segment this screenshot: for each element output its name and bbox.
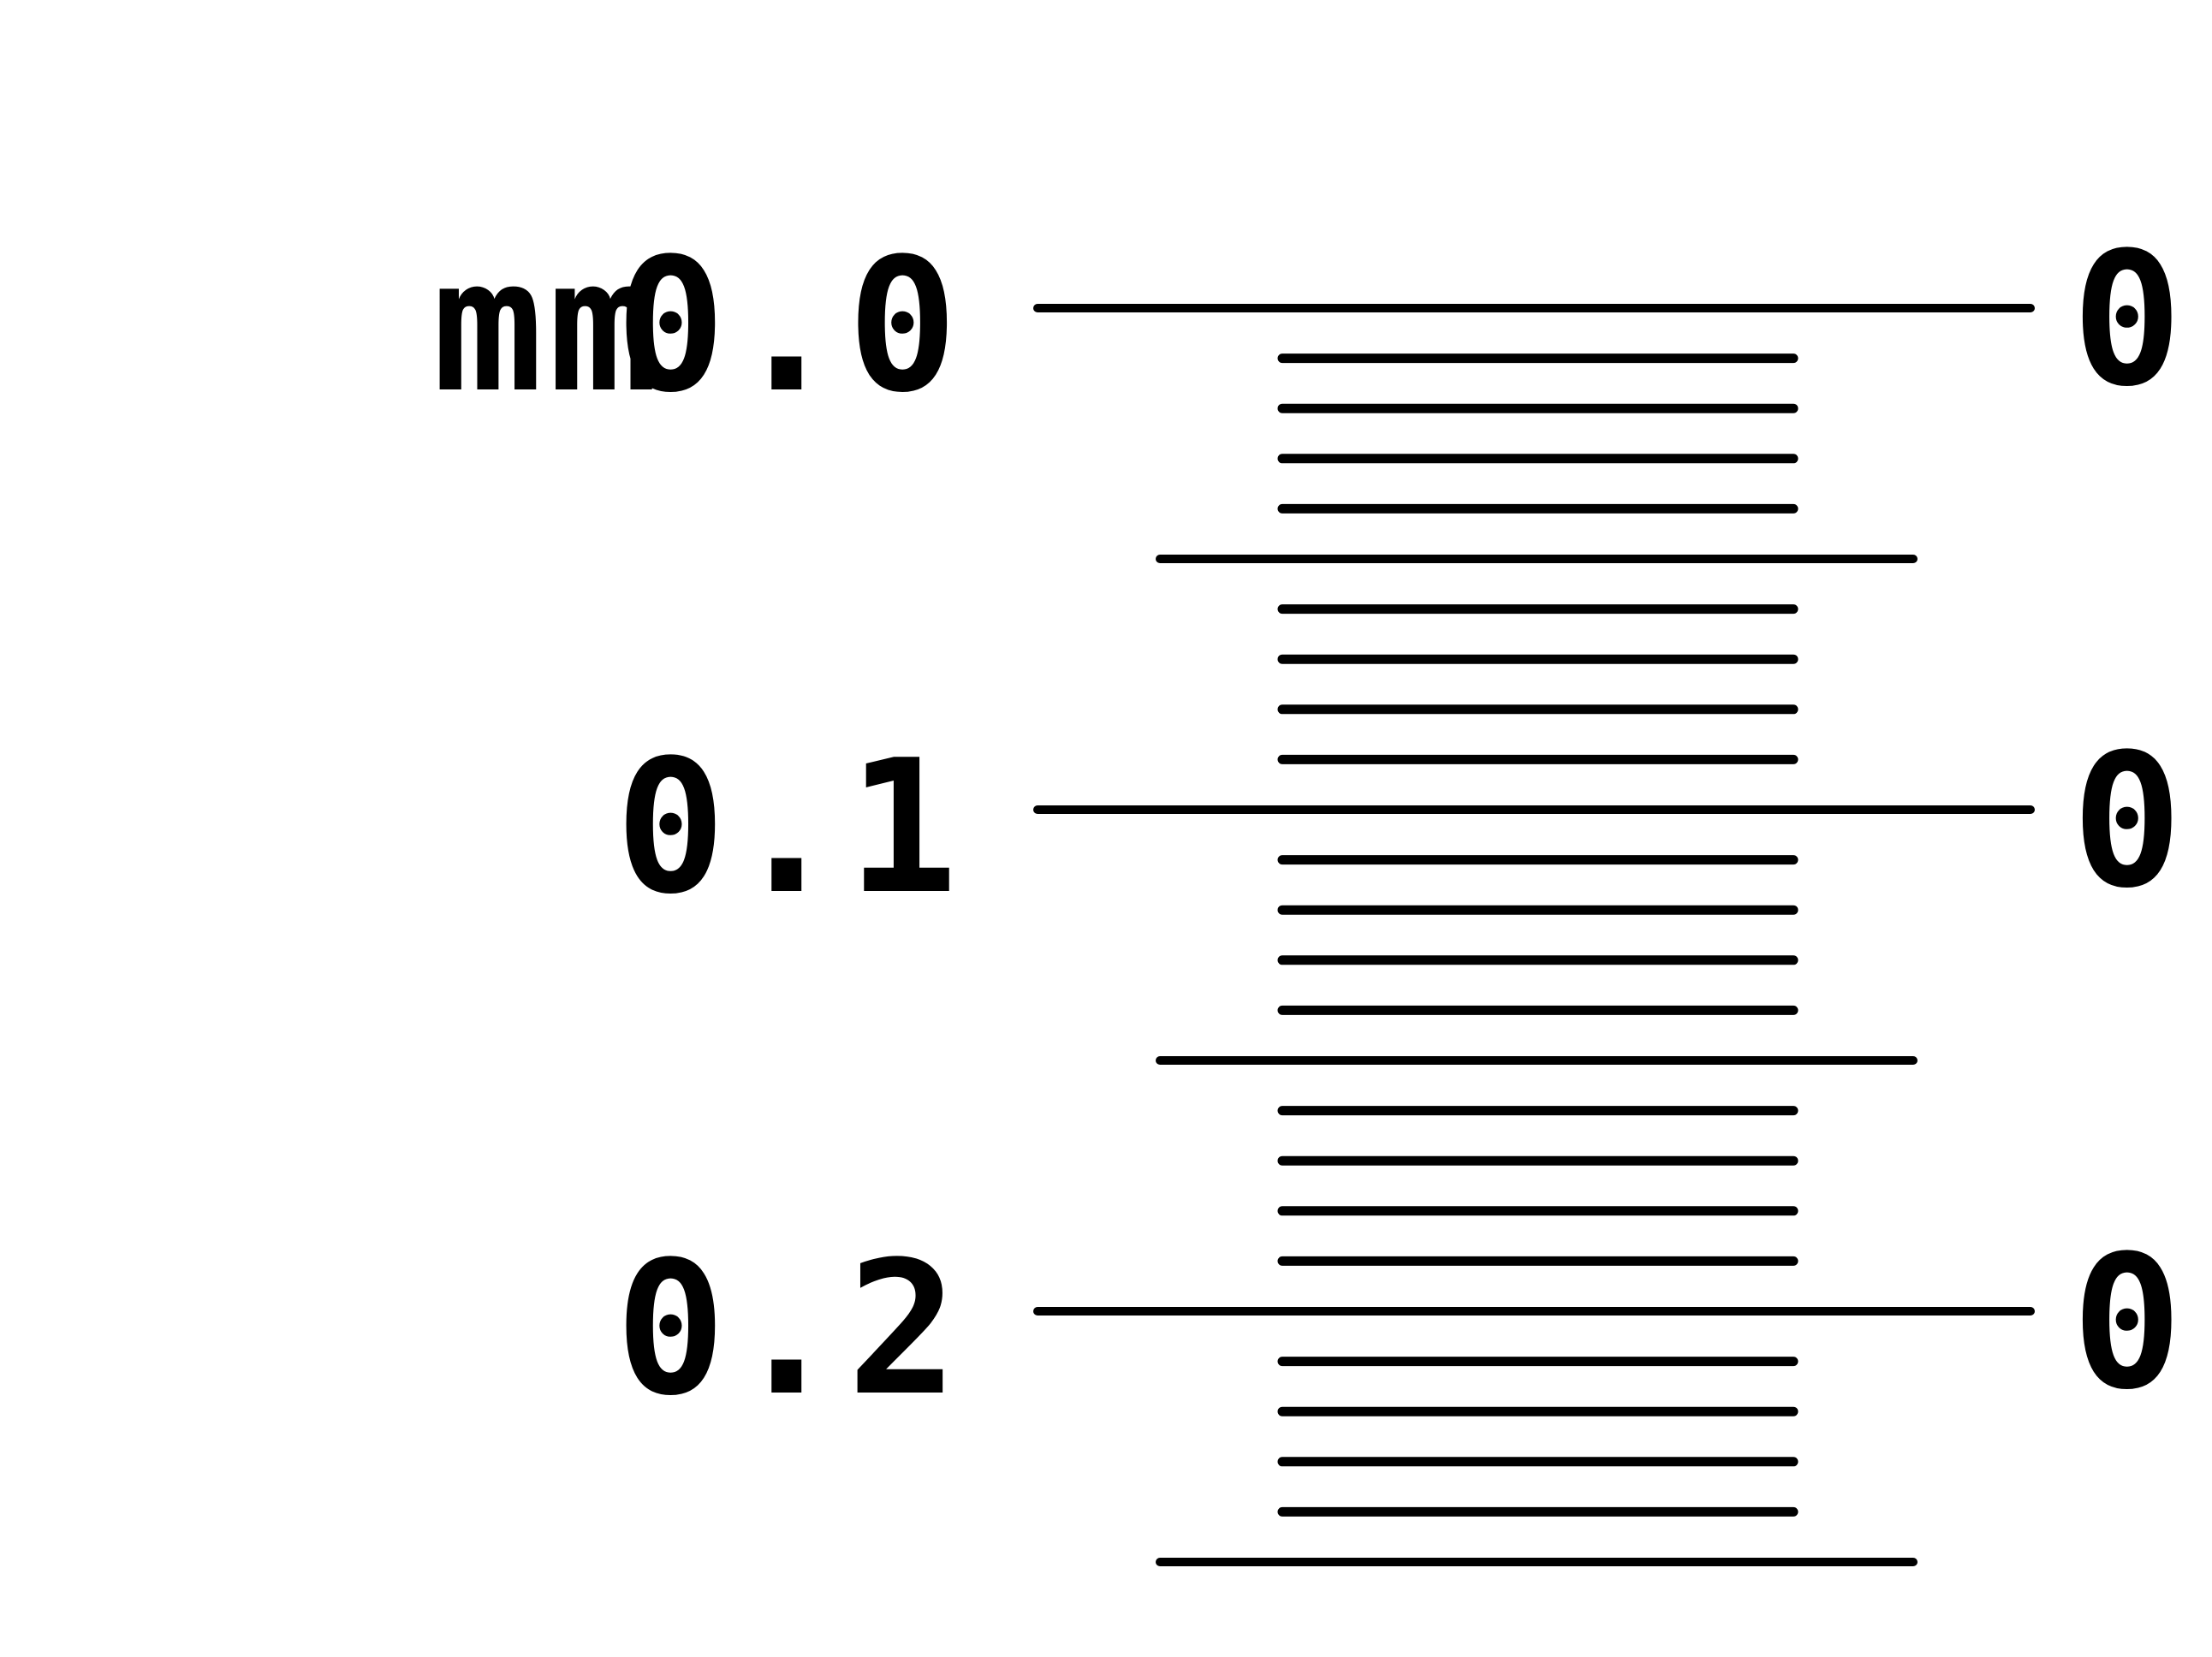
right-label-major-2: 0. <box>2072 1215 2212 1430</box>
left-label-major-2: 0.2 <box>615 1221 963 1436</box>
unit-label: mm <box>432 218 664 433</box>
left-label-major-0: 0.0 <box>615 218 963 433</box>
scale-ticks <box>1033 304 2035 1566</box>
right-label-major-1: 0. <box>2072 714 2212 929</box>
right-label-major-0: 0. <box>2072 212 2212 427</box>
left-label-major-1: 0.1 <box>615 720 963 935</box>
